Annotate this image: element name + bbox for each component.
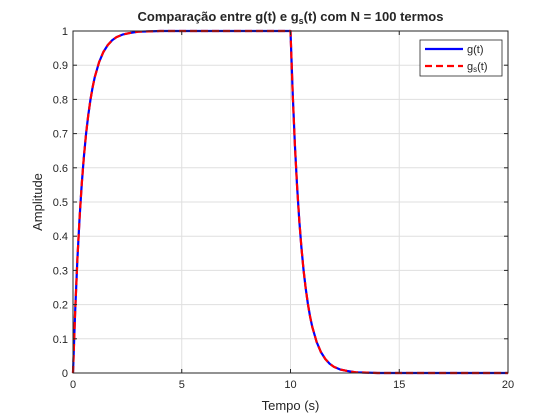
y-tick-label: 1 [62, 26, 68, 38]
chart-title-part-2: (t) com N = 100 termos [304, 9, 444, 24]
x-tick-label: 5 [179, 379, 185, 391]
y-tick-label: 0.3 [53, 265, 68, 277]
y-tick-label: 0.1 [53, 334, 68, 346]
y-tick-label: 0.5 [53, 197, 68, 209]
chart-title: Comparação entre g(t) e gs(t) com N = 10… [138, 9, 444, 26]
y-axis-label: Amplitude [30, 173, 45, 231]
legend-label-gs: gs(t) [467, 61, 488, 74]
y-tick-label: 0.8 [53, 94, 68, 106]
y-tick-label: 0.9 [53, 60, 68, 72]
y-tick-label: 0.2 [53, 300, 68, 312]
x-tick-label: 20 [502, 379, 514, 391]
x-tick-label: 15 [393, 379, 405, 391]
ticks: 0 5 10 15 20 0 0.1 0.2 0.3 0.4 0.5 0.6 0.7 0.8 0.9 1 [53, 26, 514, 391]
legend-box [419, 39, 503, 77]
legend-label-gs-main: g [467, 61, 473, 73]
legend-label-gs-sub: s [473, 65, 477, 74]
y-tick-label: 0.6 [53, 163, 68, 175]
legend[interactable]: g(t) gs(t) [419, 39, 503, 77]
y-tick-label: 0 [62, 368, 68, 380]
chart-title-subscript: s [299, 16, 304, 26]
legend-label-gs-tail: (t) [477, 61, 487, 73]
x-tick-label: 10 [284, 379, 296, 391]
y-tick-label: 0.7 [53, 129, 68, 141]
y-tick-label: 0.4 [53, 231, 68, 243]
legend-label-g: g(t) [467, 44, 484, 56]
x-tick-label: 0 [70, 379, 76, 391]
chart-title-part-1: Comparação entre g(t) e g [138, 9, 299, 24]
x-axis-label: Tempo (s) [262, 398, 320, 413]
